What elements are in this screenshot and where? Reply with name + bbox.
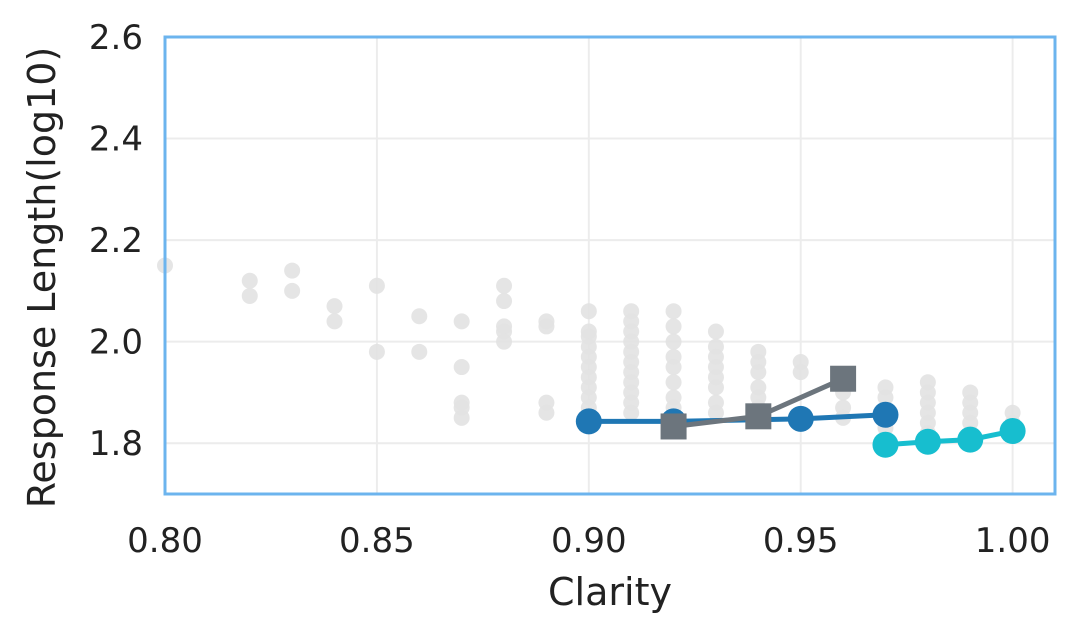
background-point	[538, 404, 555, 421]
series-line	[885, 428, 1014, 448]
background-point	[665, 318, 682, 335]
y-tick-labels: 1.8 2.0 2.2 2.4 2.6	[89, 18, 143, 464]
plot-frame	[163, 35, 1057, 496]
background-point	[326, 313, 343, 330]
x-tick-label: 0.85	[339, 521, 415, 561]
x-tick-label: 0.80	[127, 521, 203, 561]
series-marker	[914, 428, 941, 455]
series-marker	[575, 408, 602, 435]
background-point	[877, 389, 894, 406]
y-tick-label: 2.2	[89, 221, 143, 261]
series-1	[660, 365, 857, 440]
background-point	[284, 262, 301, 279]
series-marker	[999, 418, 1026, 445]
series-2	[872, 418, 1026, 458]
background-point	[665, 374, 682, 391]
x-tick-label: 1.00	[975, 521, 1051, 561]
background-point	[496, 293, 513, 310]
x-axis-title: Clarity	[548, 570, 672, 614]
x-tick-label: 0.95	[763, 521, 839, 561]
y-axis-title: Response Length(log10)	[20, 47, 64, 509]
series-marker	[787, 405, 814, 432]
background-point	[665, 303, 682, 320]
series-marker	[872, 401, 899, 428]
background-point	[411, 343, 428, 360]
background-point	[707, 323, 724, 340]
background-point	[792, 364, 809, 381]
series-marker	[830, 365, 857, 392]
background-point	[368, 277, 385, 294]
background-point	[326, 298, 343, 315]
background-point	[368, 343, 385, 360]
background-point	[453, 313, 470, 330]
y-tick-label: 2.4	[89, 120, 143, 160]
y-tick-label: 1.8	[89, 424, 143, 464]
series-marker	[957, 426, 984, 453]
background-point	[453, 359, 470, 376]
background-point	[496, 333, 513, 350]
background-point	[665, 359, 682, 376]
background-point	[580, 303, 597, 320]
background-point	[665, 333, 682, 350]
background-points	[157, 257, 1021, 442]
series-marker	[660, 413, 687, 440]
y-tick-label: 2.6	[89, 18, 143, 58]
background-point	[538, 318, 555, 335]
background-point	[284, 282, 301, 299]
series-layer	[575, 365, 1026, 458]
background-point	[453, 409, 470, 426]
background-point	[707, 404, 724, 421]
background-point	[496, 277, 513, 294]
background-point	[241, 272, 258, 289]
x-tick-label: 0.90	[551, 521, 627, 561]
background-point	[411, 308, 428, 325]
x-tick-labels: 0.80 0.85 0.90 0.95 1.00	[127, 521, 1050, 561]
background-point	[623, 404, 640, 421]
background-point	[750, 364, 767, 381]
background-point	[241, 287, 258, 304]
background-point	[707, 379, 724, 396]
series-marker	[872, 431, 899, 458]
series-marker	[745, 403, 772, 430]
y-tick-label: 2.0	[89, 323, 143, 363]
